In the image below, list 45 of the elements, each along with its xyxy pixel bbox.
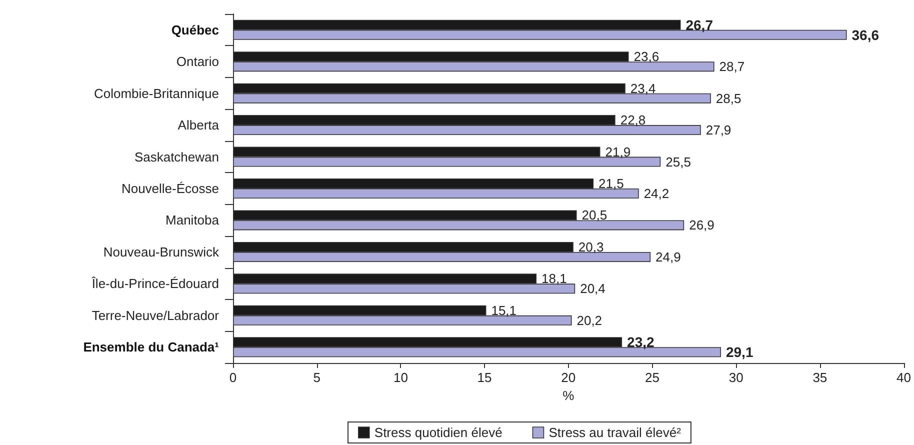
data-label: 23,2 bbox=[627, 334, 655, 350]
y-tick-label: Ensemble du Canada¹ bbox=[83, 340, 219, 355]
data-label: 20,2 bbox=[576, 312, 602, 328]
y-tick-label: Terre-Neuve/Labrador bbox=[92, 308, 220, 323]
y-tick-label: Saskatchewan bbox=[134, 149, 219, 164]
y-tick-label: Québec bbox=[171, 22, 219, 38]
data-label: 23,6 bbox=[634, 49, 660, 64]
y-tick-label: Colombie-Britannique bbox=[94, 86, 219, 101]
y-tick-label: Alberta bbox=[178, 118, 220, 133]
data-label: 20,5 bbox=[582, 208, 608, 223]
data-label: 24,2 bbox=[644, 186, 670, 201]
x-tick-label: 10 bbox=[393, 370, 408, 385]
legend-label: Stress quotidien élevé bbox=[374, 425, 502, 440]
data-label: 18,1 bbox=[542, 271, 567, 286]
data-label: 22,8 bbox=[620, 112, 646, 128]
x-tick-label: 5 bbox=[313, 370, 320, 385]
y-tick-label: Ontario bbox=[176, 54, 219, 70]
x-tick-label: 35 bbox=[812, 370, 828, 385]
data-label: 28,5 bbox=[716, 90, 742, 106]
data-label: 25,5 bbox=[666, 154, 691, 170]
data-label: 27,9 bbox=[706, 122, 732, 138]
data-label: 29,1 bbox=[726, 344, 754, 360]
data-label: 36,6 bbox=[852, 26, 880, 43]
x-tick-label: 20 bbox=[561, 370, 576, 385]
data-label: 24,9 bbox=[656, 249, 681, 264]
data-label: 21,9 bbox=[605, 144, 631, 160]
x-tick-label: 15 bbox=[477, 370, 492, 385]
data-label: 20,3 bbox=[578, 239, 604, 254]
data-label: 26,7 bbox=[686, 16, 714, 33]
x-tick-label: 30 bbox=[728, 370, 744, 385]
data-label: 23,4 bbox=[630, 80, 656, 96]
y-tick-label: Nouveau-Brunswick bbox=[103, 244, 220, 260]
legend-label: Stress au travail élevé² bbox=[548, 425, 682, 440]
y-tick-label: Manitoba bbox=[166, 212, 220, 228]
data-label: 21,5 bbox=[598, 176, 624, 191]
x-tick-label: 40 bbox=[896, 370, 912, 385]
x-tick-label: 0 bbox=[229, 370, 237, 385]
data-label: 20,4 bbox=[580, 281, 606, 296]
y-tick-label: Île-du-Prince-Édouard bbox=[90, 276, 219, 292]
x-axis-title: % bbox=[562, 388, 575, 403]
x-tick-label: 25 bbox=[644, 370, 660, 385]
y-tick-label: Nouvelle-Écosse bbox=[121, 181, 219, 196]
data-label: 28,7 bbox=[719, 59, 745, 74]
data-label: 26,9 bbox=[689, 218, 714, 233]
data-label: 15,1 bbox=[491, 302, 517, 318]
